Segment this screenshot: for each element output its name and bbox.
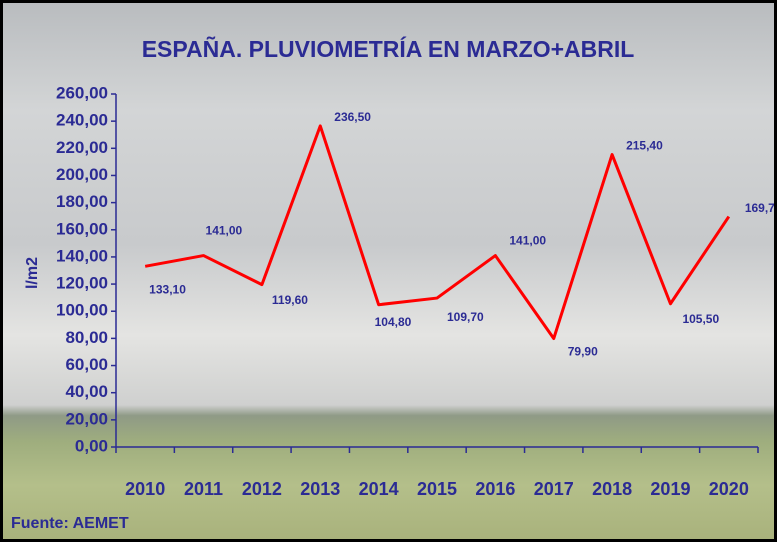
chart-frame: ESPAÑA. PLUVIOMETRÍA EN MARZO+ABRIL l/m2…: [0, 0, 777, 542]
value-label: 105,50: [682, 312, 719, 326]
value-label: 236,50: [334, 110, 371, 124]
y-tick-label: 180,00: [56, 192, 108, 211]
y-tick-label: 140,00: [56, 246, 108, 265]
value-label: 141,00: [509, 234, 546, 248]
x-tick-label: 2020: [709, 479, 749, 499]
y-tick-label: 20,00: [65, 409, 108, 428]
value-label: 109,70: [447, 310, 484, 324]
y-tick-label: 40,00: [65, 382, 108, 401]
value-label: 133,10: [149, 282, 186, 296]
y-tick-label: 60,00: [65, 355, 108, 374]
x-tick-label: 2017: [534, 479, 574, 499]
x-tick-label: 2015: [417, 479, 457, 499]
x-tick-label: 2019: [650, 479, 690, 499]
y-tick-label: 260,00: [56, 83, 108, 102]
y-tick-label: 80,00: [65, 328, 108, 347]
x-tick-label: 2018: [592, 479, 632, 499]
x-tick-label: 2014: [359, 479, 399, 499]
y-tick-label: 100,00: [56, 301, 108, 320]
chart: ESPAÑA. PLUVIOMETRÍA EN MARZO+ABRIL l/m2…: [3, 3, 774, 539]
y-tick-label: 200,00: [56, 165, 108, 184]
y-tick-label: 240,00: [56, 111, 108, 130]
y-tick-label: 120,00: [56, 274, 108, 293]
y-tick-label: 160,00: [56, 219, 108, 238]
value-label: 104,80: [375, 315, 412, 329]
chart-title: ESPAÑA. PLUVIOMETRÍA EN MARZO+ABRIL: [142, 35, 635, 62]
value-label: 79,90: [568, 345, 598, 359]
x-tick-label: 2010: [125, 479, 165, 499]
value-label: 141,00: [206, 224, 243, 238]
y-axis-label: l/m2: [24, 257, 41, 289]
x-tick-label: 2012: [242, 479, 282, 499]
value-label: 119,60: [272, 293, 308, 307]
x-tick-label: 2016: [475, 479, 515, 499]
y-tick-label: 220,00: [56, 138, 108, 157]
x-tick-label: 2013: [300, 479, 340, 499]
value-label: 215,40: [626, 139, 663, 153]
y-tick-label: 0,00: [75, 436, 108, 455]
x-tick-label: 2011: [184, 479, 223, 499]
source: Fuente: AEMET: [11, 515, 129, 532]
value-label: 169,70: [745, 201, 774, 215]
